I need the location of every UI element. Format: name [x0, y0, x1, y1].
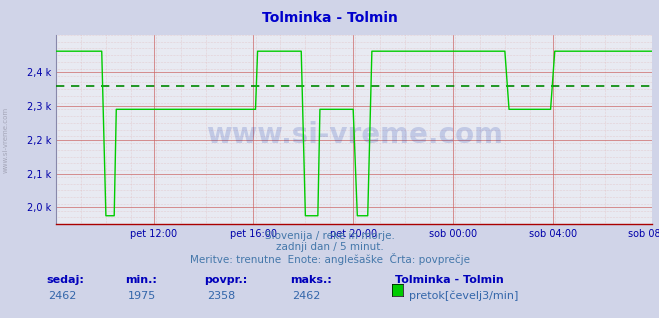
Text: min.:: min.:	[125, 275, 157, 285]
Text: 2462: 2462	[48, 291, 77, 301]
Text: www.si-vreme.com: www.si-vreme.com	[206, 121, 503, 149]
Text: Tolminka - Tolmin: Tolminka - Tolmin	[262, 11, 397, 25]
Text: maks.:: maks.:	[290, 275, 331, 285]
Text: 2358: 2358	[207, 291, 235, 301]
Text: pretok[čevelj3/min]: pretok[čevelj3/min]	[409, 291, 518, 301]
Text: 2462: 2462	[292, 291, 321, 301]
Text: Slovenija / reke in morje.: Slovenija / reke in morje.	[264, 231, 395, 240]
Text: sedaj:: sedaj:	[46, 275, 84, 285]
Text: 1975: 1975	[128, 291, 156, 301]
Text: Tolminka - Tolmin: Tolminka - Tolmin	[395, 275, 504, 285]
Text: Meritve: trenutne  Enote: anglešaške  Črta: povprečje: Meritve: trenutne Enote: anglešaške Črta…	[190, 253, 469, 265]
Text: zadnji dan / 5 minut.: zadnji dan / 5 minut.	[275, 242, 384, 252]
Text: www.si-vreme.com: www.si-vreme.com	[2, 107, 9, 173]
Text: povpr.:: povpr.:	[204, 275, 248, 285]
